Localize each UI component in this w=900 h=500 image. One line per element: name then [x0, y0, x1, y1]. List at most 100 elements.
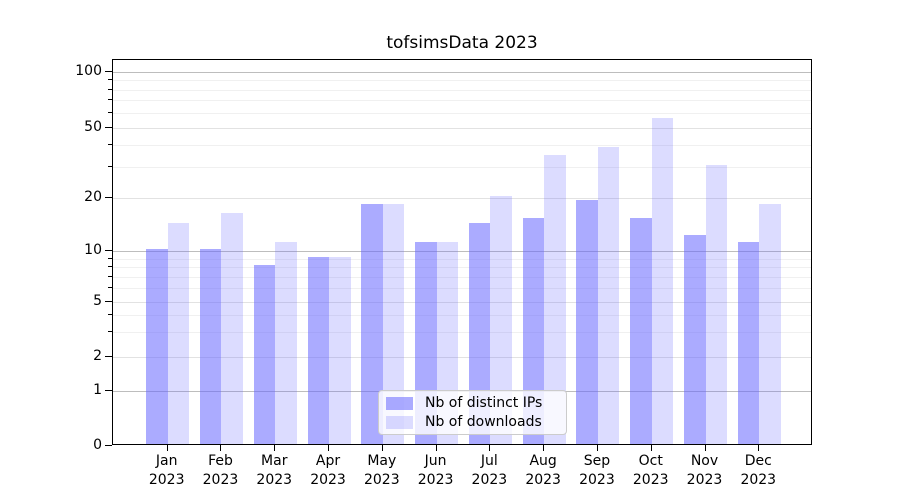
y-minor-tick-mark	[108, 79, 112, 80]
bar	[329, 256, 351, 444]
y-minor-tick-mark	[108, 111, 112, 113]
x-tick-mark	[166, 445, 168, 451]
minor-gridline	[113, 100, 811, 102]
minor-gridline	[113, 276, 811, 278]
bar	[382, 204, 405, 444]
y-tick-label: 0	[93, 437, 102, 453]
y-tick-label: 100	[75, 62, 102, 79]
y-tick-mark	[105, 250, 112, 251]
y-tick-label: 5	[93, 292, 102, 309]
bar	[684, 235, 706, 444]
x-tick-mark	[274, 445, 276, 451]
bar	[630, 218, 652, 444]
legend-swatch-downloads	[386, 415, 413, 429]
major-gridline	[113, 71, 811, 73]
legend-entry-distinct-ips: Nb of distinct IPs	[386, 395, 558, 411]
x-tick-mark	[650, 445, 652, 451]
x-tick-label: Jan 2023	[148, 453, 185, 488]
x-tick-mark	[381, 445, 383, 451]
y-minor-tick-mark	[108, 99, 112, 101]
bar	[737, 241, 760, 444]
y-tick-mark	[105, 390, 112, 391]
bar	[759, 204, 781, 444]
y-minor-tick-mark	[108, 143, 112, 145]
bar	[307, 256, 330, 444]
x-tick-label: Jun 2023	[417, 453, 454, 488]
y-tick-mark	[105, 197, 112, 198]
gridline	[113, 356, 811, 358]
y-tick-mark	[105, 70, 112, 72]
x-tick-mark	[704, 445, 706, 451]
x-tick-label: May 2023	[363, 453, 400, 488]
y-tick-label: 50	[84, 118, 102, 135]
bar	[199, 249, 222, 444]
x-tick-mark	[489, 445, 491, 451]
bar	[468, 223, 491, 444]
y-tick-label: 10	[84, 242, 102, 258]
bar	[651, 117, 674, 444]
minor-gridline	[113, 267, 811, 269]
legend-entry-downloads: Nb of downloads	[386, 414, 558, 430]
bar	[221, 213, 243, 444]
y-tick-label: 2	[93, 347, 102, 364]
minor-gridline	[113, 89, 811, 91]
y-minor-tick-mark	[108, 257, 112, 259]
y-tick-mark	[105, 355, 112, 357]
bar	[576, 199, 598, 444]
y-tick-mark	[105, 126, 112, 128]
gridline	[113, 127, 811, 129]
x-tick-mark	[758, 445, 760, 451]
bar	[275, 241, 297, 444]
x-tick-label: Feb 2023	[202, 453, 239, 488]
y-minor-tick-mark	[108, 287, 112, 289]
x-tick-label: Nov 2023	[686, 453, 723, 488]
minor-gridline	[113, 166, 811, 168]
minor-gridline	[113, 288, 811, 290]
bar	[146, 249, 168, 444]
chart-title: tofsimsData 2023	[386, 33, 538, 53]
y-minor-tick-mark	[108, 313, 112, 315]
x-tick-label: Sep 2023	[579, 453, 615, 488]
y-tick-label: 1	[93, 382, 102, 398]
bar	[705, 164, 727, 444]
y-minor-tick-mark	[108, 266, 112, 268]
x-tick-mark	[543, 445, 545, 451]
gridline	[113, 198, 811, 199]
legend: Nb of distinct IPs Nb of downloads	[378, 390, 567, 435]
bar	[361, 204, 383, 444]
bar	[490, 196, 512, 444]
y-minor-tick-mark	[108, 331, 112, 333]
bar	[597, 146, 620, 444]
bar	[544, 155, 566, 444]
x-tick-mark	[596, 445, 598, 451]
y-tick-mark	[105, 445, 112, 446]
x-tick-label: Apr 2023	[310, 453, 346, 488]
x-tick-mark	[435, 445, 437, 451]
y-minor-tick-mark	[108, 165, 112, 167]
y-tick-mark	[105, 300, 112, 302]
x-tick-mark	[328, 445, 330, 451]
minor-gridline	[113, 332, 811, 334]
y-tick-label: 20	[84, 189, 102, 205]
minor-gridline	[113, 112, 811, 114]
y-minor-tick-mark	[108, 88, 112, 90]
x-tick-label: Oct 2023	[632, 453, 669, 488]
x-tick-label: Aug 2023	[525, 453, 561, 488]
gridline	[113, 301, 811, 303]
plot-area	[112, 59, 812, 445]
minor-gridline	[113, 80, 811, 81]
bar	[522, 218, 545, 444]
bar	[167, 223, 190, 444]
legend-swatch-distinct-ips	[386, 396, 413, 410]
minor-gridline	[113, 144, 811, 146]
x-tick-label: Mar 2023	[256, 453, 293, 488]
major-gridline	[113, 251, 811, 252]
legend-label-downloads: Nb of downloads	[425, 414, 542, 430]
x-tick-mark	[220, 445, 222, 451]
legend-label-distinct-ips: Nb of distinct IPs	[425, 395, 543, 411]
bar	[253, 265, 276, 444]
x-tick-label: Dec 2023	[740, 453, 777, 488]
minor-gridline	[113, 314, 811, 316]
minor-gridline	[113, 258, 811, 260]
